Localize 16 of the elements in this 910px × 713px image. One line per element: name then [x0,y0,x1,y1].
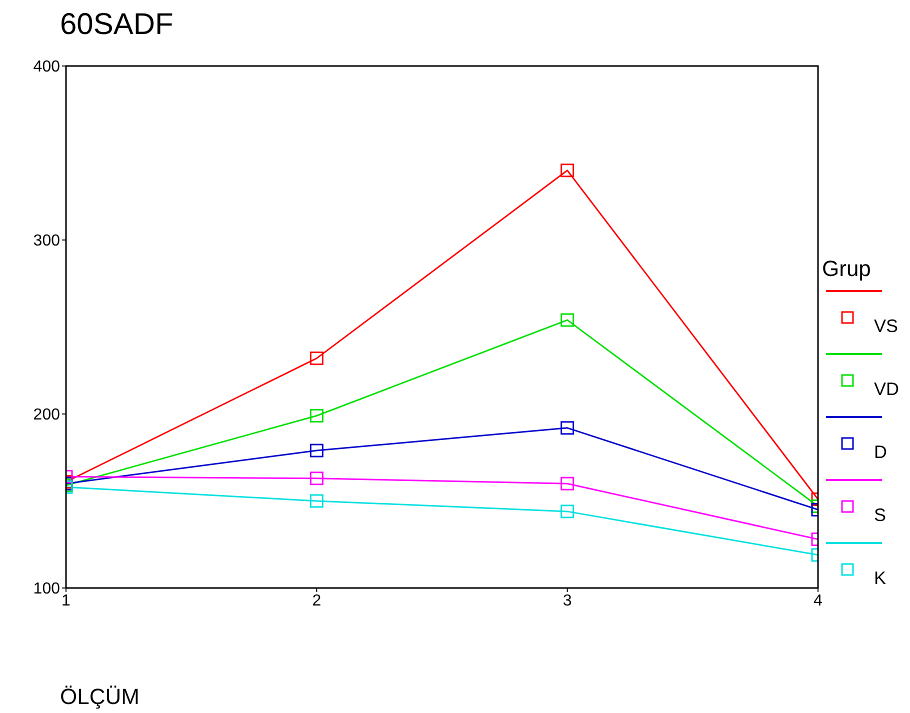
legend-title: Grup [822,256,871,282]
x-axis-title: ÖLÇÜM [60,684,140,710]
x-tick-label: 1 [62,592,71,610]
legend-label: D [874,442,887,463]
y-tick-label: 300 [33,232,60,250]
legend-label: VS [874,316,898,337]
legend-label: VD [874,379,900,400]
x-tick-label: 3 [562,592,572,610]
x-tick-label: 4 [814,592,823,610]
legend-label: S [874,505,886,526]
y-tick-label: 200 [33,406,60,424]
legend-label: K [874,568,886,589]
y-tick-label: 400 [33,58,60,76]
x-tick-label: 2 [312,592,322,610]
y-tick-label: 100 [33,580,60,598]
chart-title: 60SADF [60,8,174,42]
